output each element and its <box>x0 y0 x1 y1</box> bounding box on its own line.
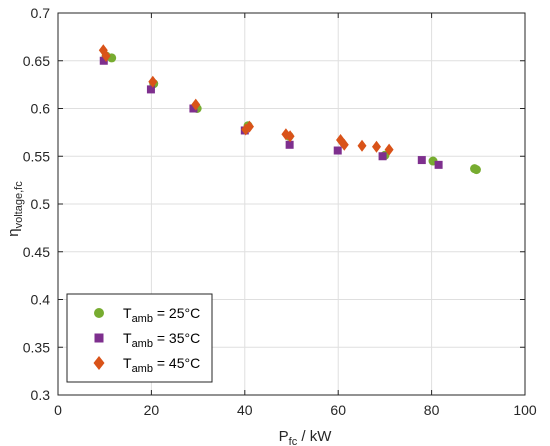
legend-entry-25c: Tamb = 25°C <box>94 305 200 325</box>
y-tick-label: 0.65 <box>23 53 50 69</box>
x-tick-label: 0 <box>54 402 62 418</box>
legend-entry-45c: Tamb = 45°C <box>93 355 200 375</box>
data-point-square <box>333 146 342 155</box>
y-tick-label: 0.7 <box>31 5 51 21</box>
x-tick-label: 20 <box>144 402 160 418</box>
series-diamond <box>98 44 394 156</box>
x-axis-label: Pfc / kW <box>279 428 333 446</box>
legend-entry-35c: Tamb = 35°C <box>94 330 200 350</box>
legend-label-35c: Tamb = 35°C <box>123 330 200 350</box>
data-point-square <box>434 160 443 169</box>
x-tick-label: 60 <box>330 402 346 418</box>
x-tick-label: 40 <box>237 402 253 418</box>
y-tick-label: 0.55 <box>23 148 50 164</box>
data-point-square <box>417 156 426 165</box>
data-point-diamond <box>339 138 349 151</box>
data-point-diamond <box>191 98 201 111</box>
y-tick-label: 0.45 <box>23 244 50 260</box>
legend-marker-square <box>94 333 104 343</box>
y-axis-label: ηvoltage,fc <box>5 181 25 237</box>
y-tick-label: 0.3 <box>31 387 51 403</box>
legend-marker-circle <box>94 308 104 318</box>
x-tick-label: 80 <box>424 402 440 418</box>
legend: Tamb = 25°C Tamb = 35°C Tamb = 45°C <box>66 293 213 383</box>
data-point-square <box>378 152 387 161</box>
x-tick-labels: 0 20 40 60 80 100 <box>54 402 537 418</box>
data-markers <box>98 44 481 175</box>
data-point-square <box>189 104 198 113</box>
axis-ticks <box>57 12 526 396</box>
data-point-square <box>99 56 108 65</box>
data-point-diamond <box>285 130 295 143</box>
y-tick-labels: 0.3 0.35 0.4 0.45 0.5 0.55 0.6 0.65 0.7 <box>23 5 50 403</box>
data-point-diamond <box>384 143 394 156</box>
data-point-diamond <box>148 75 158 88</box>
data-point-diamond <box>101 49 111 62</box>
legend-box <box>66 293 213 383</box>
x-tick-label: 100 <box>513 402 537 418</box>
legend-label-25c: Tamb = 25°C <box>123 305 200 325</box>
y-tick-label: 0.4 <box>31 292 51 308</box>
y-tick-label: 0.6 <box>31 101 51 117</box>
y-tick-label: 0.35 <box>23 339 50 355</box>
legend-marker-diamond <box>93 356 105 370</box>
y-tick-label: 0.5 <box>31 196 51 212</box>
data-point-circle <box>471 165 481 175</box>
data-point-square <box>285 140 294 149</box>
data-point-diamond <box>244 120 254 133</box>
data-point-square <box>146 85 155 94</box>
legend-label-45c: Tamb = 45°C <box>123 355 200 375</box>
data-point-diamond <box>357 139 367 152</box>
data-point-diamond <box>371 140 381 153</box>
